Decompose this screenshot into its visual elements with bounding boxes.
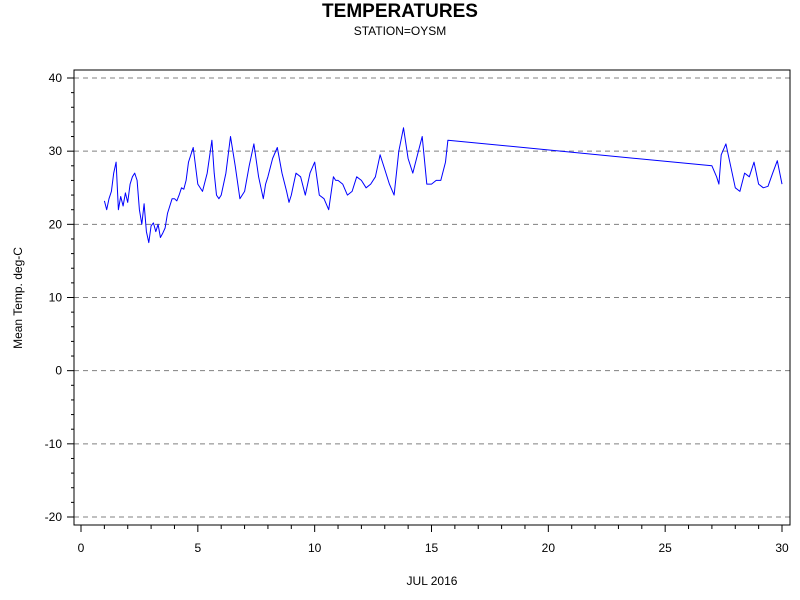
y-tick-label: 10 (49, 291, 63, 305)
y-axis-title: Mean Temp. deg-C (11, 247, 25, 349)
x-tick-label: 0 (78, 541, 85, 555)
grid-lines (74, 77, 790, 518)
y-tick-label: 40 (49, 71, 63, 85)
minor-ticks (71, 92, 760, 529)
x-tick-label: 10 (308, 541, 322, 555)
y-tick-label: 20 (49, 217, 63, 231)
series-layer (103, 127, 783, 244)
x-tick-label: 20 (542, 541, 556, 555)
x-tick-label: 5 (194, 541, 201, 555)
y-tick-label: -20 (45, 510, 63, 524)
y-tick-label: 0 (55, 364, 62, 378)
temperature-series-line (103, 127, 783, 244)
x-axis-title: JUL 2016 (407, 574, 458, 588)
y-tick-label: -10 (45, 437, 63, 451)
x-tick-label: 15 (425, 541, 439, 555)
chart-title: TEMPERATURES (322, 1, 478, 22)
chart-subtitle: STATION=OYSM (353, 24, 447, 38)
plot-frame (73, 69, 791, 526)
x-tick-label: 25 (658, 541, 672, 555)
x-tick-label: 30 (775, 541, 789, 555)
y-tick-label: 30 (49, 144, 63, 158)
axis-ticks: -20 -10 0 10 20 30 40 0 5 10 15 20 25 30 (45, 71, 789, 555)
